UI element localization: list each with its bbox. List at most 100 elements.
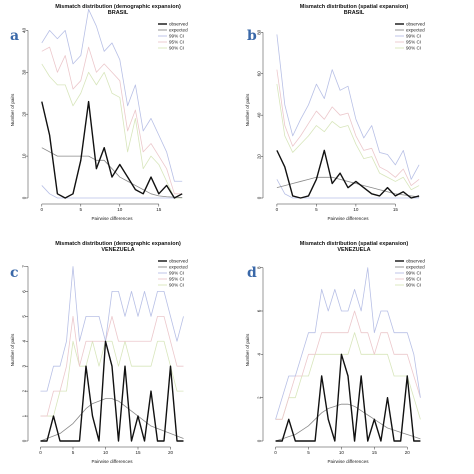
series-line-95-ci <box>41 46 183 195</box>
x-tick-label: 5 <box>72 450 75 455</box>
legend-label: 90% CI <box>169 46 184 51</box>
series-line-observed <box>275 353 421 442</box>
chart-panel-d: d Mismatch distribution (spatial expansio… <box>245 241 425 464</box>
y-axis-label: Number of pairs <box>10 333 15 366</box>
chart-panel-c: c Mismatch distribution (demographic expa… <box>10 241 188 464</box>
series-line-90-ci <box>40 340 184 417</box>
y-tick-label: 20 <box>257 154 262 160</box>
series-line-95-ci <box>275 310 421 420</box>
chart-panel-a: a Mismatch distribution (demographic expa… <box>10 4 188 221</box>
chart-panel-b: b Mismatch distribution (spatial expansio… <box>245 4 425 221</box>
legend-label: observed <box>169 22 188 27</box>
series-line-expected <box>41 147 183 198</box>
series-line-99-ci <box>41 9 183 182</box>
y-tick-label: 60 <box>257 71 262 77</box>
y-tick-label: 8 <box>257 266 262 269</box>
x-tick-label: 5 <box>315 207 318 212</box>
series-line-observed <box>41 100 183 199</box>
x-axis-label: Pairwise differences <box>327 216 369 221</box>
y-tick-label: 5 <box>22 315 27 318</box>
y-tick-label: 3 <box>22 364 27 367</box>
chart-subtitle: BRASIL <box>108 10 129 16</box>
x-tick-label: 0 <box>41 207 44 212</box>
legend-label: observed <box>169 259 188 264</box>
legend-label: 90% CI <box>406 46 421 51</box>
panel-label: d <box>247 265 257 281</box>
legend-label: 99% CI <box>169 271 184 276</box>
chart-title: Mismatch distribution (demographic expan… <box>55 4 181 10</box>
x-axis-label: Pairwise differences <box>327 459 369 464</box>
legend-label: expected <box>169 265 188 270</box>
series-line-expected <box>276 176 420 198</box>
y-tick-label: 4 <box>22 340 27 343</box>
chart-subtitle: VENEZUELA <box>101 247 134 253</box>
y-tick-label: 2 <box>22 389 27 392</box>
x-tick-label: 5 <box>307 450 310 455</box>
y-tick-label: 0 <box>257 196 262 199</box>
x-tick-label: 10 <box>117 207 123 212</box>
panel-label: a <box>10 28 19 44</box>
y-tick-label: 40 <box>257 112 262 118</box>
y-axis-label: Number of pairs <box>245 93 250 126</box>
series-line-99-ci <box>275 267 421 420</box>
x-axis-label: Pairwise differences <box>91 459 133 464</box>
series-line-observed <box>40 340 184 442</box>
chart-title: Mismatch distribution (spatial expansion… <box>300 4 409 10</box>
x-tick-label: 0 <box>276 207 279 212</box>
series-line-99-ci <box>40 266 184 392</box>
legend-label: 90% CI <box>169 283 184 288</box>
y-axis-label: Number of pairs <box>245 333 250 366</box>
series-line-90-ci <box>41 63 183 199</box>
x-tick-label: 20 <box>405 450 411 455</box>
legend-label: 95% CI <box>406 277 421 282</box>
y-tick-label: 6 <box>22 290 27 293</box>
legend-label: observed <box>406 259 425 264</box>
x-tick-label: 15 <box>156 207 162 212</box>
y-tick-label: 80 <box>257 29 262 35</box>
y-tick-label: 4 <box>257 353 262 356</box>
x-tick-label: 15 <box>393 207 399 212</box>
y-tick-label: 20 <box>22 111 27 117</box>
y-tick-label: 7 <box>22 265 27 268</box>
chart-subtitle: VENEZUELA <box>337 247 370 253</box>
legend-label: 90% CI <box>406 283 421 288</box>
x-tick-label: 10 <box>353 207 359 212</box>
legend-label: expected <box>406 265 425 270</box>
series-line-95-ci <box>40 315 184 417</box>
x-axis-label: Pairwise differences <box>91 216 133 221</box>
y-axis-label: Number of pairs <box>10 93 15 126</box>
panel-label: b <box>247 28 257 44</box>
series-line-90-ci <box>275 332 421 420</box>
legend-label: 99% CI <box>406 34 421 39</box>
legend-label: expected <box>169 28 188 33</box>
legend-label: 99% CI <box>169 34 184 39</box>
y-tick-label: 10 <box>22 153 27 159</box>
chart-title: Mismatch distribution (spatial expansion… <box>300 241 409 247</box>
x-tick-label: 15 <box>135 450 141 455</box>
y-tick-label: 1 <box>22 414 27 417</box>
legend-label: 95% CI <box>406 40 421 45</box>
y-tick-label: 30 <box>22 69 27 75</box>
legend-label: 95% CI <box>169 277 184 282</box>
y-tick-label: 0 <box>257 439 262 442</box>
y-tick-label: 6 <box>257 309 262 312</box>
y-tick-label: 0 <box>22 439 27 442</box>
series-line-95-ci <box>276 69 420 186</box>
x-tick-label: 10 <box>339 450 345 455</box>
legend-label: observed <box>406 22 425 27</box>
y-tick-label: 0 <box>22 196 27 199</box>
series-line-expected <box>40 398 184 442</box>
legend-label: 95% CI <box>169 40 184 45</box>
x-tick-label: 15 <box>372 450 378 455</box>
x-tick-label: 20 <box>168 450 174 455</box>
x-tick-label: 0 <box>39 450 42 455</box>
series-line-99-ci <box>276 34 420 180</box>
y-tick-label: 2 <box>257 396 262 399</box>
series-line-observed <box>276 149 420 199</box>
x-tick-label: 0 <box>274 450 277 455</box>
